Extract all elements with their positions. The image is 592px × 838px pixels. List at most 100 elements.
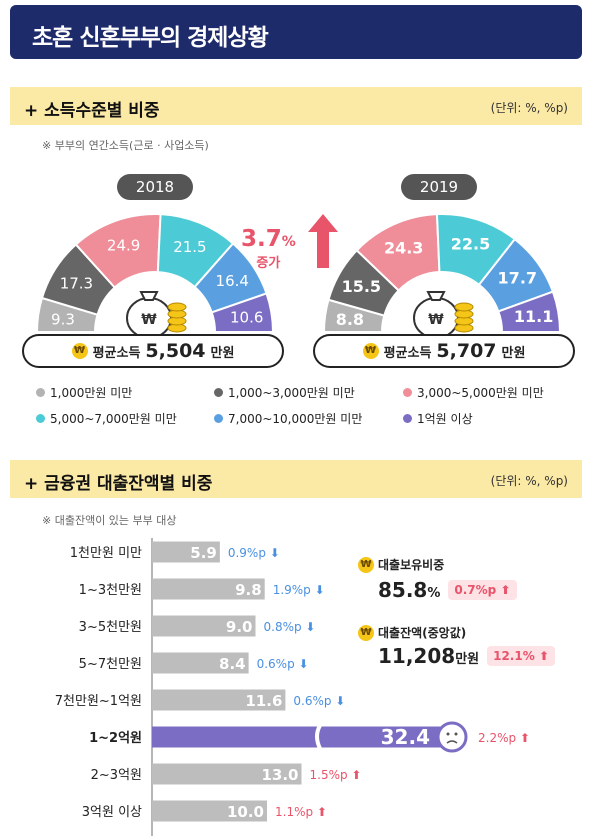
- title-bar: 초혼 신혼부부의 경제상황: [10, 5, 582, 59]
- loan-section-title: + 금융권 대출잔액별 비중: [24, 474, 213, 494]
- money-bag-icon: ₩: [126, 291, 187, 339]
- legend-dot: [36, 414, 45, 423]
- balance-unit: 만원: [455, 652, 480, 667]
- legend-label: 1,000~3,000만원 미만: [228, 386, 355, 400]
- svg-text:₩: ₩: [428, 312, 444, 328]
- donut-slice-label: 22.5: [451, 234, 490, 253]
- donut-slice-label: 9.3: [51, 310, 75, 328]
- donut-slice-label: 8.8: [336, 310, 364, 329]
- bar-change-label: 2.2%p ⬆: [478, 731, 530, 745]
- bar-category-label: 3~5천만원: [79, 620, 142, 635]
- bar-category-label: 7천만원~1억원: [55, 694, 142, 709]
- page-title: 초혼 신혼부부의 경제상황: [32, 25, 269, 51]
- up-arrow-icon: ⬆: [500, 583, 511, 597]
- bar-value-label: 11.6: [245, 692, 282, 710]
- legend-item: 1,000~3,000만원 미만: [214, 384, 355, 401]
- legend-label: 7,000~10,000만원 미만: [228, 412, 363, 426]
- donut-slice-label: 15.5: [342, 277, 381, 296]
- year-2018-label: 2018: [117, 174, 193, 200]
- legend-dot: [36, 388, 45, 397]
- bar-value-label: 5.9: [190, 544, 217, 562]
- legend-label: 5,000~7,000만원 미만: [50, 412, 177, 426]
- increase-unit: %: [281, 234, 296, 250]
- bar-break-mark: [315, 724, 322, 750]
- donut-slice: [497, 290, 562, 333]
- legend-label: 3,000~5,000만원 미만: [417, 386, 544, 400]
- loan-section-unit: (단위: %, %p): [490, 474, 568, 488]
- bar-change-label: 1.5%p ⬆: [310, 768, 362, 782]
- avg-income-label: 평균소득: [92, 345, 141, 361]
- bar-category-label: 5~7천만원: [79, 657, 142, 672]
- bar: [152, 763, 302, 785]
- won-coin-icon: ₩: [71, 343, 88, 359]
- bar: [152, 689, 286, 711]
- bar: [152, 726, 452, 748]
- bar-change-label: 0.6%p ⬇: [293, 694, 345, 708]
- legend-item: 1,000만원 미만: [36, 384, 132, 401]
- legend-item: 7,000~10,000만원 미만: [214, 410, 362, 427]
- bar: [152, 615, 256, 637]
- donut-slice-label: 24.9: [107, 236, 140, 254]
- income-increase: 3.7% 증가: [241, 226, 296, 271]
- legend-dot: [403, 414, 412, 423]
- holding-value: 85.8% 0.7%p ⬆: [378, 578, 517, 602]
- bar-change-label: 0.6%p ⬇: [257, 657, 309, 671]
- holding-number: 85.8: [378, 578, 428, 602]
- balance-number: 11,208: [378, 644, 456, 668]
- avg-income-2018: ₩ 평균소득 5,504 만원: [22, 334, 284, 368]
- income-note: ※ 부부의 연간소득(근로 · 사업소득): [42, 139, 209, 152]
- income-section-unit: (단위: %, %p): [490, 101, 568, 115]
- won-coin-icon: ₩: [362, 343, 379, 359]
- holding-label-text: 대출보유비중: [378, 558, 445, 572]
- legend-item: 3,000~5,000만원 미만: [403, 384, 544, 401]
- won-coin-icon: ₩: [358, 624, 374, 641]
- legend-item: 5,000~7,000만원 미만: [36, 410, 177, 427]
- avg-income-value-2019: 5,707: [436, 340, 497, 362]
- donut-slice-label: 21.5: [173, 238, 206, 256]
- increase-word: 증가: [256, 256, 281, 271]
- legend-label: 1,000만원 미만: [50, 386, 133, 400]
- balance-value: 11,208만원 12.1% ⬆: [378, 644, 555, 668]
- loan-section-header: + 금융권 대출잔액별 비중 (단위: %, %p): [10, 460, 582, 498]
- bar-change-label: 0.9%p ⬇: [228, 546, 280, 560]
- bar-change-label: 1.9%p ⬇: [273, 583, 325, 597]
- bar: [152, 541, 220, 563]
- legend-dot: [403, 388, 412, 397]
- avg-income-unit: 만원: [210, 345, 235, 361]
- bar-category-label: 2~3억원: [91, 768, 142, 783]
- balance-change: 12.1%: [493, 649, 535, 663]
- income-section-title: + 소득수준별 비중: [24, 101, 160, 121]
- bar: [152, 652, 249, 674]
- avg-income-2019: ₩ 평균소득 5,707 만원: [313, 334, 575, 368]
- year-2019-label: 2019: [401, 174, 477, 200]
- bar-value-label: 8.4: [219, 655, 246, 673]
- avg-income-unit: 만원: [501, 345, 526, 361]
- money-bag-icon: ₩: [413, 291, 474, 339]
- income-section-header: + 소득수준별 비중 (단위: %, %p): [10, 87, 582, 125]
- holding-label: ₩ 대출보유비중: [358, 556, 444, 573]
- donut-slice-label: 11.1: [514, 307, 553, 326]
- legend-label: 1억원 이상: [417, 412, 473, 426]
- balance-label: ₩ 대출잔액(중앙값): [358, 624, 466, 641]
- bar-value-label: 9.8: [235, 581, 262, 599]
- holding-unit: %: [427, 586, 441, 601]
- bar: [152, 578, 265, 600]
- worried-face-icon: [436, 721, 468, 753]
- bar-value-label: 9.0: [226, 618, 253, 636]
- bar-change-label: 0.8%p ⬇: [264, 620, 316, 634]
- donut-slice-label: 17.3: [60, 274, 93, 292]
- bar-category-label: 1천만원 미만: [70, 546, 142, 561]
- loan-note: ※ 대출잔액이 있는 부부 대상: [42, 514, 177, 527]
- bar-category-label: 1~2억원: [89, 731, 142, 746]
- donut-slice-label: 16.4: [216, 272, 249, 290]
- legend-dot: [214, 388, 223, 397]
- bar-category-label: 1~3천만원: [79, 583, 142, 598]
- avg-income-value-2018: 5,504: [145, 340, 206, 362]
- avg-income-label: 평균소득: [383, 345, 432, 361]
- donut-slice-label: 10.6: [230, 309, 263, 327]
- legend-item: 1억원 이상: [403, 410, 473, 427]
- income-donut-charts: 9.3 17.3 24.9 21.5 16.4 10.6 ₩ 8.8 15.5 24.3 22.5 1…: [35, 213, 562, 339]
- svg-text:₩: ₩: [141, 312, 157, 328]
- up-arrow-icon: ⬆: [538, 649, 549, 663]
- bar-change-label: 1.1%p ⬆: [275, 805, 327, 819]
